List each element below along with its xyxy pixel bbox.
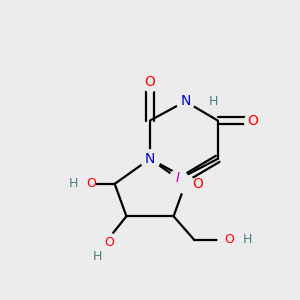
Text: N: N (145, 152, 155, 166)
Text: I: I (176, 171, 180, 185)
Text: O: O (193, 177, 204, 191)
Text: H: H (209, 95, 218, 108)
Text: O: O (104, 236, 114, 249)
Text: H: H (92, 250, 102, 262)
Text: O: O (86, 177, 96, 190)
Text: O: O (225, 233, 234, 246)
Text: O: O (248, 114, 259, 128)
Text: H: H (69, 177, 78, 190)
Text: N: N (180, 94, 190, 108)
Text: O: O (145, 75, 155, 89)
Text: H: H (242, 233, 252, 246)
